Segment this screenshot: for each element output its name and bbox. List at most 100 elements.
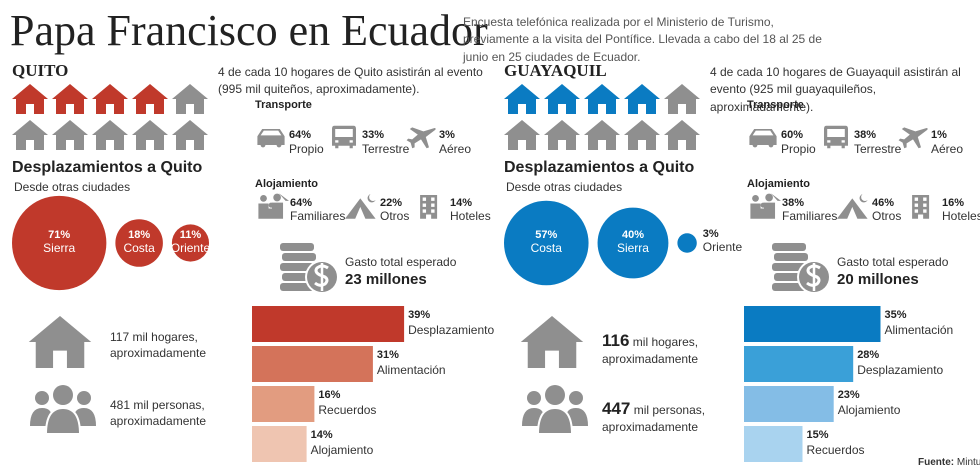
- icon-family: [258, 193, 289, 219]
- house: [544, 84, 580, 114]
- bar: [744, 426, 803, 462]
- item-label: Alimentación: [376, 363, 446, 377]
- bubble: [12, 195, 107, 291]
- item-label: Otros: [872, 209, 902, 223]
- title: Papa Francisco en Ecuador: [10, 6, 488, 55]
- value-label: 3%: [702, 228, 719, 240]
- households-text: 117 mil hogares, aproximadamente: [110, 330, 240, 361]
- number: 447: [602, 399, 631, 418]
- house: [624, 120, 660, 150]
- icon-bus: [332, 125, 356, 149]
- house: [92, 120, 128, 150]
- item-label: Terrestre: [854, 142, 902, 156]
- house: [132, 84, 168, 114]
- icon-hotel: [420, 194, 438, 219]
- number: 116: [602, 331, 630, 350]
- people-text: 481 mil personas, aproximadamente: [110, 398, 240, 429]
- house: [584, 84, 620, 114]
- people-text: 447 mil personas, aproximadamente: [602, 398, 732, 436]
- icon-house: [28, 316, 92, 368]
- bar: [252, 386, 315, 422]
- item-label: Hoteles: [450, 209, 491, 223]
- value-label: 57%: [535, 229, 558, 241]
- item-label: Recuerdos: [318, 403, 377, 417]
- value-label: 28%: [857, 349, 880, 361]
- icon-house: [520, 316, 584, 368]
- house: [624, 84, 660, 114]
- value-label: 14%: [310, 429, 333, 441]
- value-label: 11%: [179, 229, 202, 241]
- value-label: 35%: [884, 309, 907, 321]
- item-label: Oriente: [702, 240, 743, 254]
- icon-car: [257, 129, 285, 148]
- item-label: Otros: [380, 209, 410, 223]
- item-label: Familiares: [782, 209, 838, 223]
- item-label: Oriente: [170, 241, 211, 255]
- house: [12, 84, 48, 114]
- item-label: Propio: [289, 142, 324, 156]
- value-label: 71%: [48, 229, 71, 241]
- icon-car: [749, 129, 777, 148]
- number: 481: [110, 398, 131, 412]
- intro: 4 de cada 10 hogares de Guayaquil asisti…: [710, 65, 961, 114]
- item-label: Desplazamiento: [857, 363, 944, 377]
- text: mil personas, aproximadamente: [602, 403, 706, 435]
- item-label: Recuerdos: [806, 443, 865, 457]
- icon-plane: [406, 127, 436, 149]
- item-label: Sierra: [43, 241, 76, 255]
- value-label: 39%: [408, 309, 431, 321]
- bubble: [115, 219, 163, 267]
- house: [92, 84, 128, 114]
- icon-tent: [345, 194, 376, 219]
- value-label: 1%: [931, 129, 947, 141]
- value-label: 3%: [439, 129, 455, 141]
- value-label: 22%: [380, 197, 403, 209]
- bubble: [171, 224, 210, 262]
- item-label: Alimentación: [884, 323, 954, 337]
- section-title: Desplazamientos a Quito: [12, 159, 203, 176]
- item-label: Alojamiento: [310, 443, 374, 457]
- source-text: Mintur: [956, 457, 980, 468]
- city-name: GUAYAQUIL: [504, 61, 607, 80]
- item-label: Aéreo: [439, 142, 472, 156]
- section-title: Alojamiento: [255, 178, 318, 190]
- number: 117: [110, 330, 130, 344]
- value-label: 31%: [376, 349, 399, 361]
- section-title: Transporte: [747, 99, 804, 111]
- value-label: 64%: [289, 129, 312, 141]
- subtitle: Encuesta telefónica realizada por el Min…: [463, 15, 822, 64]
- bar: [252, 346, 373, 382]
- city-name: QUITO: [12, 61, 69, 80]
- house: [172, 84, 208, 114]
- house: [664, 84, 700, 114]
- item-label: Alojamiento: [837, 403, 901, 417]
- house: [504, 120, 540, 150]
- house: [52, 120, 88, 150]
- bar: [744, 306, 881, 342]
- subtitle: Desde otras ciudades: [14, 180, 131, 194]
- bar: [252, 426, 307, 462]
- households-text: 116 mil hogares, aproximadamente: [602, 330, 732, 368]
- bar: [252, 306, 405, 342]
- value-label: 15%: [806, 429, 829, 441]
- item-label: Desplazamiento: [408, 323, 495, 337]
- icon-family: [750, 193, 781, 219]
- spending-amount: 20 millones: [837, 271, 919, 288]
- value-label: 16%: [942, 197, 965, 209]
- icon-people: [29, 384, 97, 434]
- item-label: Costa: [123, 241, 155, 255]
- value-label: 14%: [450, 197, 473, 209]
- spending-label: Gasto total esperado: [837, 255, 949, 269]
- house: [12, 120, 48, 150]
- value-label: 33%: [362, 129, 385, 141]
- text: mil hogares, aproximadamente: [110, 330, 207, 360]
- spending-label: Gasto total esperado: [345, 255, 457, 269]
- text: mil hogares, aproximadamente: [602, 335, 699, 367]
- house: [504, 84, 540, 114]
- bar: [744, 386, 834, 422]
- icon-plane: [898, 127, 928, 149]
- house: [544, 120, 580, 150]
- spending-amount: 23 millones: [345, 271, 427, 288]
